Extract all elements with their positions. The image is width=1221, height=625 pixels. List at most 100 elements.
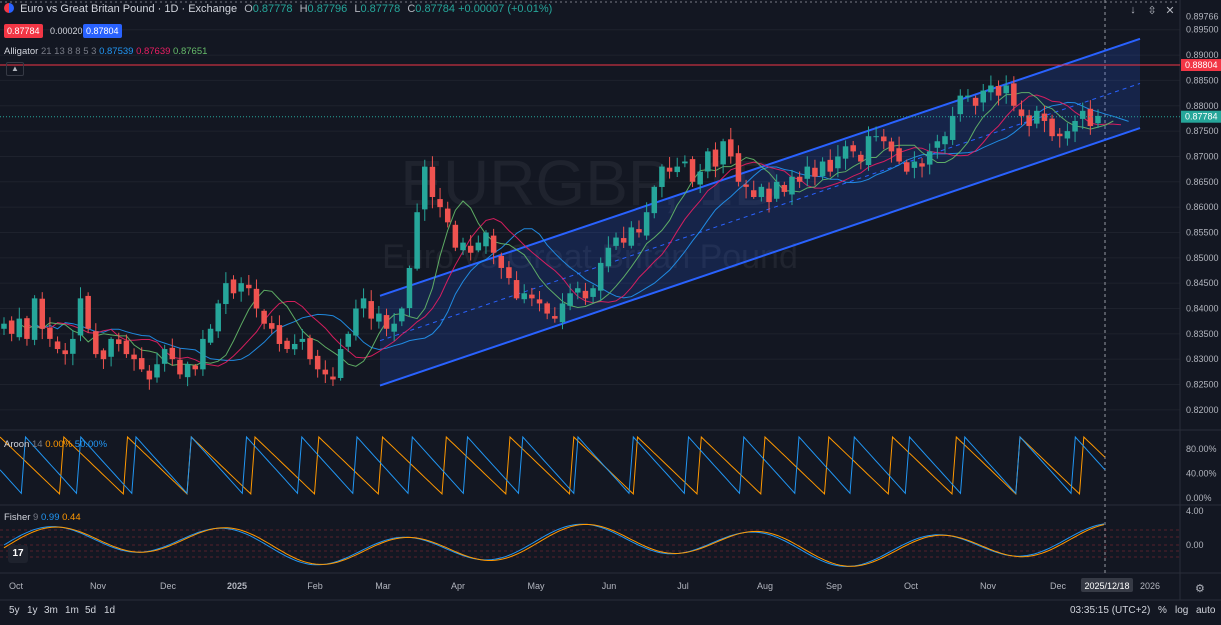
candle-body [781, 184, 788, 192]
candle-body [575, 288, 581, 293]
percent-toggle[interactable]: % [1158, 605, 1167, 616]
candle-body [513, 280, 520, 299]
candle-body [1003, 85, 1009, 94]
crosshair-date-tag [1081, 578, 1133, 592]
aroon-legend[interactable]: Aroon 14 0.00% 50.00% [4, 439, 107, 450]
candle-body [506, 267, 512, 279]
candle-body [307, 338, 313, 360]
candle-body [636, 229, 642, 233]
candle-body [337, 349, 344, 378]
fisher-title: Fisher [4, 512, 31, 523]
price-tick-label: 0.84000 [1186, 303, 1219, 313]
candle-body [911, 161, 918, 168]
candle-body [903, 162, 910, 172]
candle-body [261, 310, 267, 324]
candle-body [1018, 109, 1025, 116]
alligator-legend[interactable]: Alligator 21 13 8 8 5 3 0.87539 0.87639 … [4, 46, 207, 57]
price-tick-label: 0.89766 [1186, 11, 1219, 21]
time-tick-label: Sep [826, 581, 842, 591]
candle-body [972, 97, 979, 106]
candle-body [77, 298, 84, 336]
candle-body [276, 325, 283, 344]
close-icon[interactable]: ✕ [1165, 5, 1175, 17]
price-axis[interactable]: 0.89766 0.89500 0.89000 0.88500 0.88000 0.875… [1181, 11, 1221, 415]
bottom-toolbar: 5y 1y 3m 1m 5d 1d 03:35:15 (UTC+2) % log… [0, 600, 1221, 625]
candle-body [1072, 120, 1078, 132]
fisher-trigger-line [3, 523, 1105, 567]
down-arrow-icon[interactable]: ↓ [1130, 4, 1136, 16]
candle-body [926, 151, 933, 165]
candle-body [154, 364, 160, 378]
candle-body [529, 294, 535, 299]
price-tick-label: 0.82000 [1186, 405, 1219, 415]
timeframe-5d-button[interactable]: 5d [85, 605, 97, 616]
gear-icon[interactable]: ⚙ [1195, 583, 1205, 595]
collapse-icon[interactable]: ⇳ [1147, 5, 1157, 17]
candle-body [429, 166, 436, 197]
candle-body [544, 303, 550, 314]
candle-body [353, 308, 359, 336]
price-tick-label: 0.87500 [1186, 126, 1219, 136]
candle-body [8, 320, 15, 334]
watermark-name: Euro vs Great Britan Pound [382, 238, 798, 276]
tradingview-logo-icon[interactable]: 17 [8, 545, 28, 563]
candle-body [536, 299, 543, 304]
symbol-title[interactable]: Euro vs Great Britan Pound · 1D · Exchan… [20, 3, 238, 15]
candle-body [980, 90, 986, 103]
clock-display[interactable]: 03:35:15 (UTC+2) [1070, 605, 1151, 616]
open-value: 0.87778 [252, 3, 293, 15]
timeframe-3m-button[interactable]: 3m [44, 605, 58, 616]
candle-body [360, 298, 367, 309]
price-tick-label: 0.86500 [1186, 177, 1219, 187]
candle-body [230, 279, 237, 294]
timeframe-1m-button[interactable]: 1m [65, 605, 79, 616]
candle-body [827, 159, 833, 172]
close-label: C [407, 3, 416, 15]
channel-upper-line [379, 37, 1141, 297]
candle-body [383, 315, 390, 329]
candle-body [161, 349, 168, 364]
open-label: O [244, 3, 253, 15]
candle-body [1026, 115, 1032, 127]
candle-body [1079, 110, 1086, 119]
time-tick-label: Mar [375, 581, 391, 591]
buy-button[interactable]: 0.87804 [83, 24, 122, 38]
candle-body [804, 166, 811, 179]
candle-body [1064, 131, 1071, 139]
timeframe-1d-button[interactable]: 1d [104, 605, 116, 616]
candle-body [965, 95, 971, 98]
high-value: 0.87796 [307, 3, 348, 15]
candle-body [896, 148, 902, 162]
candle-body [643, 212, 650, 236]
candle-body [253, 288, 260, 309]
candle-body [498, 255, 505, 268]
candle-body [1049, 118, 1055, 137]
candle-body [651, 186, 658, 214]
candle-body [123, 340, 130, 355]
time-tick-label: Feb [307, 581, 323, 591]
candle-body [705, 151, 711, 172]
time-tick-label: Nov [90, 581, 107, 591]
candle-body [460, 242, 466, 251]
alligator-teeth-line [26, 94, 1122, 367]
sell-button[interactable]: 0.87784 [4, 24, 43, 38]
log-toggle[interactable]: log [1175, 605, 1189, 616]
timeframe-5y-button[interactable]: 5y [9, 605, 20, 616]
candle-body [620, 238, 627, 243]
timeframe-1y-button[interactable]: 1y [27, 605, 38, 616]
candle-body [131, 354, 137, 360]
candle-body [735, 153, 742, 182]
candle-body [490, 235, 497, 253]
candle-body [246, 284, 252, 289]
time-axis[interactable]: Oct Nov Dec 2025 Feb Mar Apr May Jun Jul Aug Sep Oct… [9, 578, 1160, 592]
collapse-legend-button[interactable]: ▲ [6, 62, 24, 76]
candle-body [422, 166, 428, 210]
current-price-label: 0.87784 [1185, 112, 1218, 122]
resistance-line[interactable] [0, 64, 1180, 118]
fisher-legend[interactable]: Fisher 9 0.99 0.44 [4, 512, 81, 523]
auto-toggle[interactable]: auto [1196, 605, 1216, 616]
candle-body [552, 316, 558, 319]
candle-body [957, 95, 964, 115]
alligator-lips-value: 0.87651 [173, 46, 208, 57]
